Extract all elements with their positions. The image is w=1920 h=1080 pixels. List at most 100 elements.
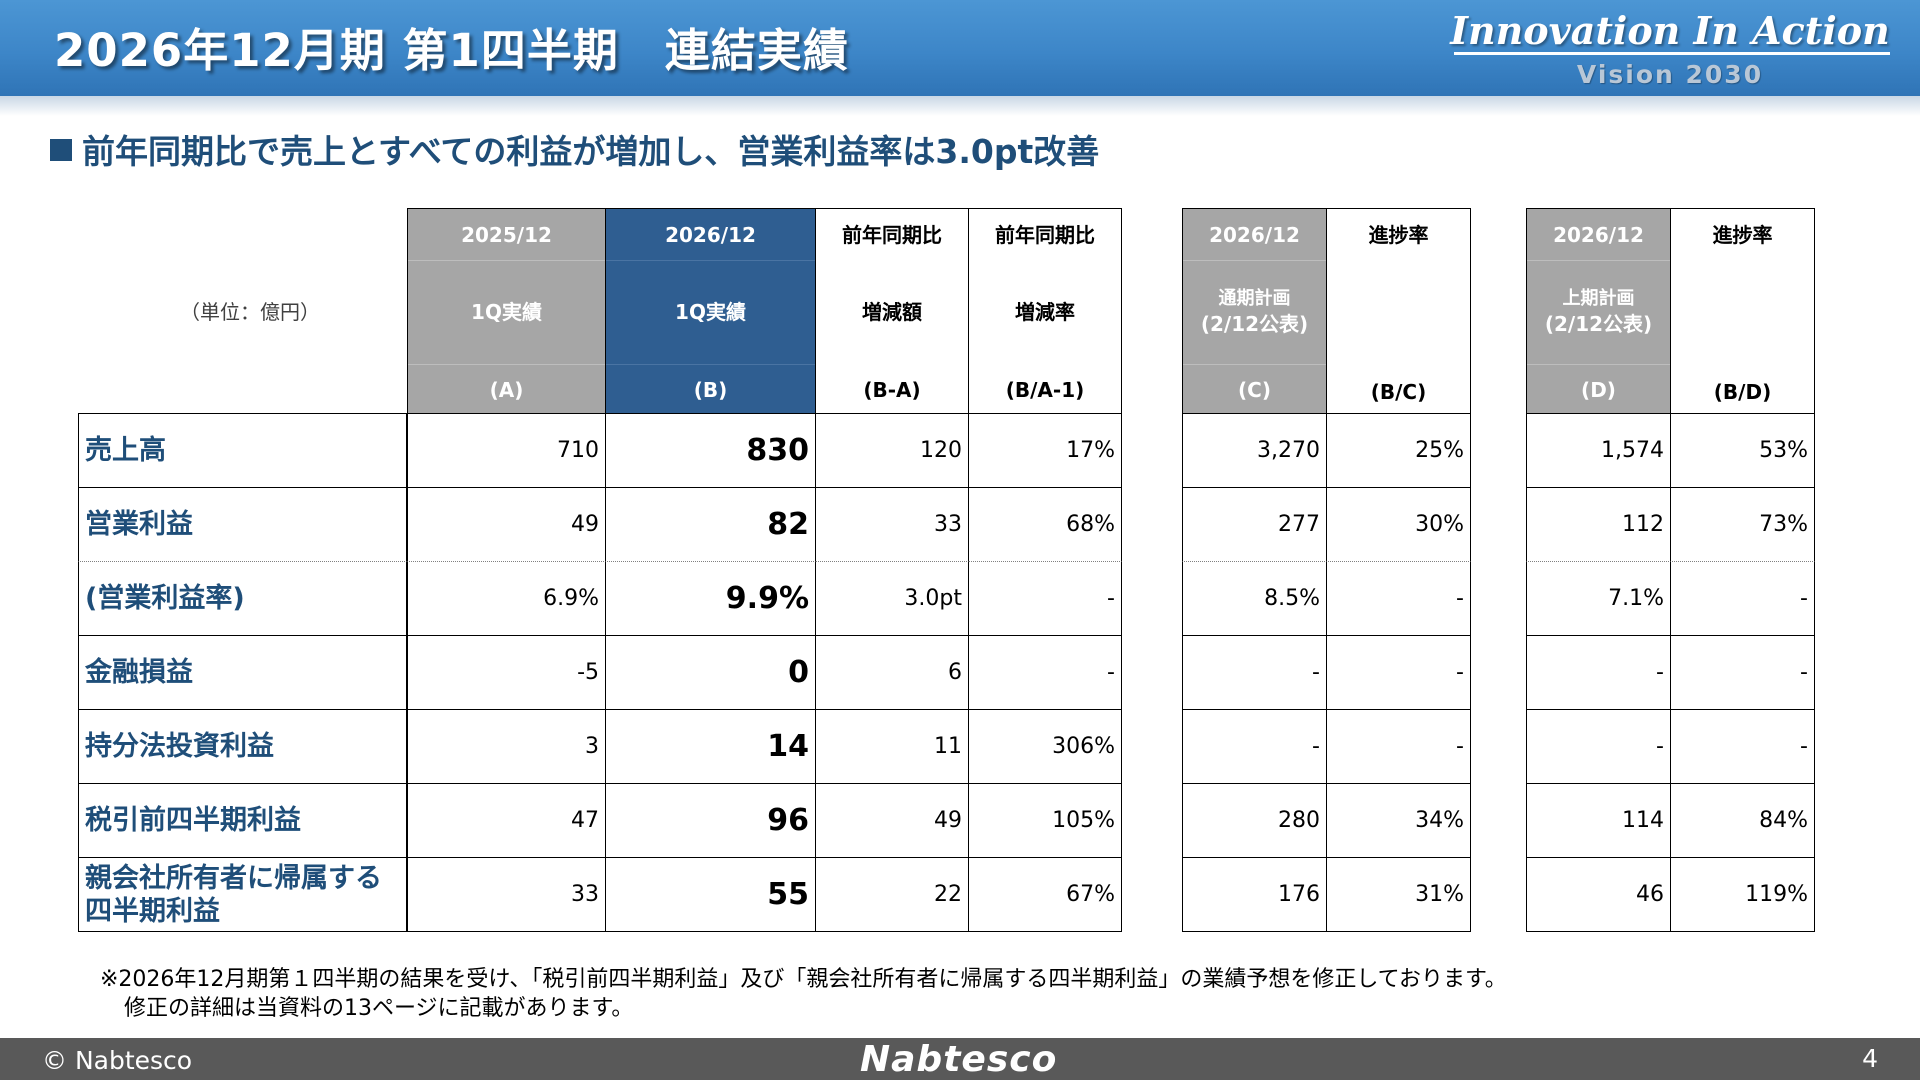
table-cell: 280 — [1182, 783, 1327, 858]
company-logo: Nabtesco — [860, 1039, 1058, 1080]
slide-subtitle: 前年同期比で売上とすべての利益が増加し、営業利益率は3.0pt改善 — [50, 125, 1099, 173]
table-cell: 22 — [815, 857, 969, 932]
col-diff-line1: 前年同期比 — [842, 223, 942, 247]
footnote: ※2026年12月期第１四半期の結果を受け、「税引前四半期利益」及び「親会社所有… — [100, 965, 1507, 1023]
table-cell: 31% — [1326, 857, 1471, 932]
col-header-diff: 前年同期比 増減額 (B-A) — [815, 208, 969, 414]
unit-label: （単位：億円） — [180, 300, 320, 324]
col-a-line2: 1Q実績 — [471, 300, 542, 324]
table-cell: 3.0pt — [815, 561, 969, 636]
table-cell: 33 — [407, 857, 606, 932]
table-cell: 33 — [815, 487, 969, 562]
table-cell: - — [1326, 709, 1471, 784]
col-d-line2b: (2/12公表) — [1544, 312, 1653, 336]
row-label-pretax-income: 税引前四半期利益 — [78, 783, 407, 858]
brand-logo: Innovation In Action Vision 2030 — [1450, 8, 1890, 89]
brand-sub-text: Vision 2030 — [1576, 60, 1764, 89]
table-cell: 176 — [1182, 857, 1327, 932]
table-cell: 120 — [815, 413, 969, 488]
table-cell: 3 — [407, 709, 606, 784]
table-cell: 9.9% — [605, 561, 816, 636]
table-cell: 82 — [605, 487, 816, 562]
col-header-d: 2026/12 上期計画 (2/12公表) (D) — [1526, 208, 1671, 414]
col-progd-line3: (B/D) — [1713, 380, 1772, 404]
col-rate-line1: 前年同期比 — [995, 223, 1095, 247]
table-cell: 6 — [815, 635, 969, 710]
table-cell: - — [1526, 709, 1671, 784]
table-cell: 112 — [1526, 487, 1671, 562]
table-cell: - — [1182, 709, 1327, 784]
row-label-net-sales: 売上高 — [78, 413, 407, 488]
table-cell: 14 — [605, 709, 816, 784]
row-label-line1: 親会社所有者に帰属する — [85, 862, 382, 894]
table-cell: 25% — [1326, 413, 1471, 488]
table-cell: -5 — [407, 635, 606, 710]
col-b-line1: 2026/12 — [665, 223, 756, 247]
table-cell: 8.5% — [1182, 561, 1327, 636]
table-cell: 84% — [1670, 783, 1815, 858]
table-cell: 830 — [605, 413, 816, 488]
table-cell: 277 — [1182, 487, 1327, 562]
col-d-line2a: 上期計画 — [1562, 288, 1635, 309]
table-cell: 1,574 — [1526, 413, 1671, 488]
table-cell: 0 — [605, 635, 816, 710]
table-cell: 67% — [968, 857, 1122, 932]
page-title: 2026年12月期 第1四半期 連結実績 — [54, 24, 849, 77]
footnote-line2: 修正の詳細は当資料の13ページに記載があります。 — [124, 996, 634, 1021]
col-progc-line1: 進捗率 — [1368, 223, 1429, 247]
col-c-line1: 2026/12 — [1209, 223, 1300, 247]
table-cell: 53% — [1670, 413, 1815, 488]
table-cell: 73% — [1670, 487, 1815, 562]
col-diff-line2: 増減額 — [862, 300, 922, 324]
table-cell: 306% — [968, 709, 1122, 784]
col-c-line2b: (2/12公表) — [1200, 312, 1309, 336]
row-label-operating-margin: (営業利益率) — [78, 561, 407, 636]
table-cell: - — [1526, 635, 1671, 710]
table-cell: 17% — [968, 413, 1122, 488]
table-cell: - — [1326, 635, 1471, 710]
copyright-text: © Nabtesco — [42, 1046, 193, 1075]
table-cell: 105% — [968, 783, 1122, 858]
table-cell: 6.9% — [407, 561, 606, 636]
col-header-b: 2026/12 1Q実績 (B) — [605, 208, 816, 414]
table-cell: - — [1670, 561, 1815, 636]
table-cell: 34% — [1326, 783, 1471, 858]
table-cell: 119% — [1670, 857, 1815, 932]
subtitle-text: 前年同期比で売上とすべての利益が増加し、営業利益率は3.0pt改善 — [82, 132, 1100, 171]
col-b-line2: 1Q実績 — [675, 300, 746, 324]
col-header-progress-d: 進捗率 (B/D) — [1670, 208, 1815, 414]
col-a-line3: (A) — [489, 378, 524, 402]
table-cell: 30% — [1326, 487, 1471, 562]
table-cell: - — [968, 561, 1122, 636]
table-cell: 46 — [1526, 857, 1671, 932]
table-cell: 96 — [605, 783, 816, 858]
row-label-finance-income: 金融損益 — [78, 635, 407, 710]
col-header-progress-c: 進捗率 (B/C) — [1326, 208, 1471, 414]
col-d-line1: 2026/12 — [1553, 223, 1644, 247]
header-shade — [0, 96, 1920, 116]
table-cell: 55 — [605, 857, 816, 932]
col-c-line2a: 通期計画 — [1218, 288, 1291, 309]
col-header-a: 2025/12 1Q実績 (A) — [407, 208, 606, 414]
col-diff-line3: (B-A) — [863, 378, 921, 402]
col-a-line1: 2025/12 — [461, 223, 552, 247]
square-bullet-icon — [50, 139, 72, 161]
table-cell: 710 — [407, 413, 606, 488]
table-cell: - — [1182, 635, 1327, 710]
col-b-line3: (B) — [693, 378, 728, 402]
footnote-line1: ※2026年12月期第１四半期の結果を受け、「税引前四半期利益」及び「親会社所有… — [100, 967, 1507, 992]
table-cell: - — [1326, 561, 1471, 636]
table-cell: 49 — [407, 487, 606, 562]
table-cell: 114 — [1526, 783, 1671, 858]
table-cell: - — [1670, 709, 1815, 784]
table-cell: 68% — [968, 487, 1122, 562]
table-cell: 47 — [407, 783, 606, 858]
brand-main-text: Innovation In Action — [1450, 8, 1890, 53]
table-cell: 7.1% — [1526, 561, 1671, 636]
col-header-c: 2026/12 通期計画 (2/12公表) (C) — [1182, 208, 1327, 414]
footer-bar: © Nabtesco Nabtesco 4 — [0, 1038, 1920, 1080]
page-number: 4 — [1862, 1044, 1878, 1073]
row-label-attributable-income: 親会社所有者に帰属する 四半期利益 — [78, 857, 407, 932]
col-c-line3: (C) — [1238, 378, 1271, 402]
row-label-line2: 四半期利益 — [85, 895, 220, 927]
